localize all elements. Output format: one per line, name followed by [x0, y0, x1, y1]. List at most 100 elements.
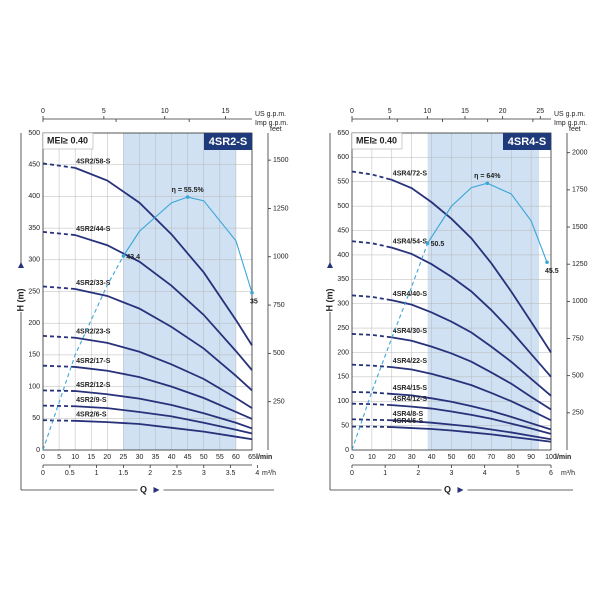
right-tick-label: 1250 — [273, 205, 289, 212]
q-arrow — [457, 487, 464, 493]
x-tick-label: 50 — [200, 454, 208, 461]
right-axis-label: feet — [270, 126, 282, 133]
right-tick-label: 1000 — [273, 254, 289, 261]
chart-title: 4SR2-S — [209, 136, 248, 148]
x-tick-label: 60 — [232, 454, 240, 461]
y-tick-label: 0 — [345, 447, 349, 454]
efficiency-point — [185, 195, 190, 199]
bottom-tick-label: 2 — [148, 470, 152, 477]
efficiency-curve — [351, 182, 548, 451]
pump-curve — [42, 231, 253, 371]
bottom-tick-label: 3 — [202, 470, 206, 477]
right-tick-label: 750 — [273, 302, 285, 309]
efficiency-point — [485, 181, 490, 186]
series-label: 4SR4/6-S — [393, 418, 424, 425]
bottom-tick-label: 4 — [483, 470, 487, 477]
series-label: 4SR4/30-S — [393, 328, 428, 335]
top-tick-label: 10 — [423, 108, 431, 115]
pump-curve — [42, 404, 253, 435]
x-tick-label: 45 — [184, 454, 192, 461]
top-tick-label: 10 — [161, 108, 169, 115]
y-tick-label: 450 — [337, 227, 349, 234]
x-tick-label: 90 — [527, 454, 535, 461]
right-tick-label: 500 — [273, 350, 285, 357]
y-tick-label: 300 — [28, 257, 40, 264]
pump-curve — [351, 333, 552, 411]
right-tick-label: 750 — [572, 335, 584, 342]
h-label-bg — [15, 268, 27, 312]
right-tick-label: 500 — [572, 373, 584, 380]
pump-curve — [42, 285, 253, 392]
annotation-box — [351, 132, 403, 150]
y-tick-label: 500 — [337, 203, 349, 210]
y-tick-label: 500 — [28, 130, 40, 137]
title-box — [204, 133, 252, 150]
pump-curve — [42, 389, 253, 430]
recommended-range — [427, 133, 540, 450]
y-tick-label: 50 — [341, 422, 349, 429]
x-tick-label: 60 — [468, 454, 476, 461]
y-tick-label: 100 — [28, 383, 40, 390]
x-tick-label: 20 — [103, 454, 111, 461]
y-tick-label: 350 — [337, 276, 349, 283]
bottom-tick-label: 0 — [350, 470, 354, 477]
series-label: 4SR2/6-S — [76, 412, 107, 419]
x-tick-label: 0 — [41, 454, 45, 461]
efficiency-point — [545, 260, 549, 265]
y-tick-label: 450 — [28, 162, 40, 169]
right-tick-label: 1000 — [572, 298, 588, 305]
top-tick-label: 25 — [536, 108, 544, 115]
x-tick-label: 30 — [136, 454, 144, 461]
top-tick-label: 15 — [222, 108, 230, 115]
right-tick-label: 250 — [273, 399, 285, 406]
series-label: 4SR4/12-S — [393, 396, 428, 403]
x-tick-label: 15 — [87, 454, 95, 461]
x-unit: l/min — [256, 454, 272, 461]
y-tick-label: 400 — [28, 193, 40, 200]
series-label: 4SR2/23-S — [76, 329, 111, 336]
q-label-bg — [441, 484, 468, 496]
pump-curve — [42, 419, 253, 441]
series-label: 4SR2/12-S — [76, 382, 111, 389]
series-label: 4SR4/72-S — [393, 171, 428, 178]
right-tick-label: 1750 — [572, 187, 588, 194]
y-tick-label: 200 — [337, 349, 349, 356]
efficiency-curve — [42, 196, 253, 451]
efficiency-label: 43.4 — [126, 254, 140, 261]
top-tick-label: 0 — [350, 108, 354, 115]
x-tick-label: 70 — [487, 454, 495, 461]
h-arrow — [18, 262, 24, 268]
bottom-tick-label: 1.5 — [119, 470, 129, 477]
annotation: MEI≥ 0.40 — [356, 135, 397, 145]
y-tick-label: 250 — [337, 325, 349, 332]
x-tick-label: 55 — [216, 454, 224, 461]
y-axis-label: H (m) — [324, 289, 334, 312]
efficiency-point — [121, 254, 126, 258]
plot-frame — [351, 132, 552, 451]
y-tick-label: 550 — [337, 179, 349, 186]
efficiency-label: 50.5 — [431, 241, 445, 248]
series-label: 4SR2/33-S — [76, 280, 111, 287]
pump-curve — [351, 418, 552, 441]
x-tick-label: 80 — [507, 454, 515, 461]
right-tick-label: 250 — [572, 410, 584, 417]
pump-curve — [42, 162, 253, 346]
top-tick-label: 15 — [461, 108, 469, 115]
y-tick-label: 250 — [28, 288, 40, 295]
pump-curve — [351, 170, 552, 353]
y-tick-label: 600 — [337, 154, 349, 161]
bottom-tick-label: 1 — [95, 470, 99, 477]
bottom-axis-label: m³/h — [561, 470, 575, 477]
chart-title: 4SR4-S — [508, 136, 547, 148]
pump-curve — [351, 391, 552, 431]
x-tick-label: 100 — [545, 454, 557, 461]
pump-curve — [42, 364, 253, 420]
efficiency-point — [250, 290, 254, 295]
bottom-axis-label: m³/h — [262, 470, 276, 477]
efficiency-label: 45.5 — [545, 268, 559, 275]
top-axis-label: US g.p.m. — [554, 111, 585, 118]
series-label: 4SR4/54-S — [393, 238, 428, 245]
h-arrow — [327, 262, 333, 268]
y-tick-label: 350 — [28, 225, 40, 232]
